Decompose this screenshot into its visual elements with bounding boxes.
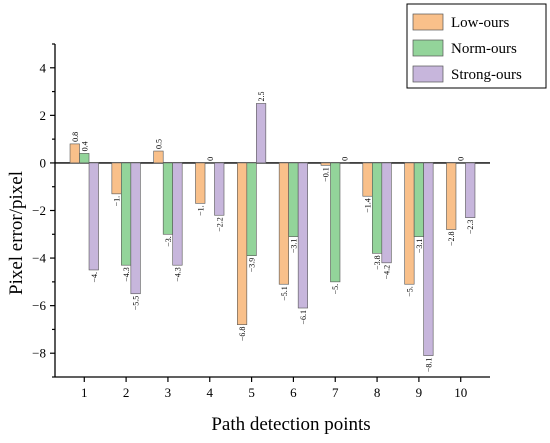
bar [372,163,382,253]
bar-data-label: −5.1 [280,286,289,301]
bar-data-label: −2.2 [215,217,224,232]
y-tick-label: −8 [32,346,46,361]
x-tick-label: 4 [207,385,214,400]
legend-swatch [413,14,443,30]
bar [215,163,225,215]
bar [80,153,90,163]
y-tick-label: 0 [40,155,47,170]
bar-data-label: 0 [341,157,350,161]
x-tick-label: 3 [165,385,172,400]
x-axis-title: Path detection points [211,414,370,435]
bar-data-label: −4.2 [383,265,392,280]
bar-data-label: −5. [331,284,340,295]
bar-data-label: −2.3 [466,220,475,235]
bar-data-label: 0.8 [71,132,80,142]
bar [279,163,289,284]
bar [256,103,266,162]
bar-data-label: 2.5 [257,91,266,101]
bar [289,163,299,237]
x-tick-label: 6 [290,385,297,400]
y-tick-label: 2 [40,108,47,123]
bar-data-label: −6.1 [299,310,308,325]
bar [330,163,340,282]
bar [414,163,424,237]
bar-data-label: 0.5 [154,139,163,149]
bar [131,163,141,294]
bar [163,163,173,234]
bar [363,163,373,196]
x-tick-label: 5 [248,385,255,400]
bar [382,163,392,263]
bar [89,163,99,270]
legend-entry: Strong-ours [451,67,522,83]
legend-entry: Low-ours [451,15,509,31]
bar-data-label: −3.9 [248,258,257,273]
x-tick-label: 1 [81,385,88,400]
bar [446,163,456,230]
bar [424,163,434,356]
bar-data-label: −4.3 [173,267,182,282]
legend-swatch [413,66,443,82]
bar-data-label: −6.8 [238,327,247,342]
bar-data-label: 0.4 [80,141,89,151]
bar-data-label: −3.8 [373,255,382,270]
bar-data-label: −5.5 [132,296,141,311]
bar [154,151,164,163]
y-tick-label: 4 [40,60,47,75]
bars [70,103,475,355]
bar [70,144,80,163]
bar [196,163,206,203]
x-tick-label: 10 [454,385,467,400]
x-tick-label: 8 [374,385,381,400]
bar-data-label: −5. [405,286,414,297]
bar-data-label: −0.1 [322,167,331,182]
y-axis-title: Pixel error/pixel [6,171,27,295]
bar [112,163,122,194]
bar-data-label: −2.8 [447,232,456,247]
x-tick-label: 7 [332,385,339,400]
bar-data-label: −3.1 [415,239,424,254]
x-tick-label: 9 [416,385,423,400]
bar-data-label: 0 [457,157,466,161]
y-tick-label: −2 [32,203,46,218]
bar-data-label: −1.4 [364,198,373,213]
bar [237,163,247,325]
bar-data-label: −3.1 [289,239,298,254]
bar-data-label: −1. [113,196,122,207]
bar [247,163,257,256]
bar-data-label: −8.1 [424,358,433,373]
y-tick-label: −4 [32,251,46,266]
legend-swatch [413,40,443,56]
bar-data-label: 0 [206,157,215,161]
bar [405,163,415,284]
legend-entry: Norm-ours [451,41,517,57]
y-tick-label: −6 [32,298,46,313]
x-tick-label: 2 [123,385,130,400]
bar [298,163,308,308]
bar [173,163,183,265]
bar [121,163,131,265]
bar-data-label: −4.3 [122,267,131,282]
bar-data-label: −1. [196,205,205,216]
bar-data-label: −4. [90,272,99,283]
bar [465,163,475,218]
legend: Low-ours Norm-ours Strong-ours [407,4,546,88]
bar-data-label: −3. [164,236,173,247]
bar [321,163,331,165]
